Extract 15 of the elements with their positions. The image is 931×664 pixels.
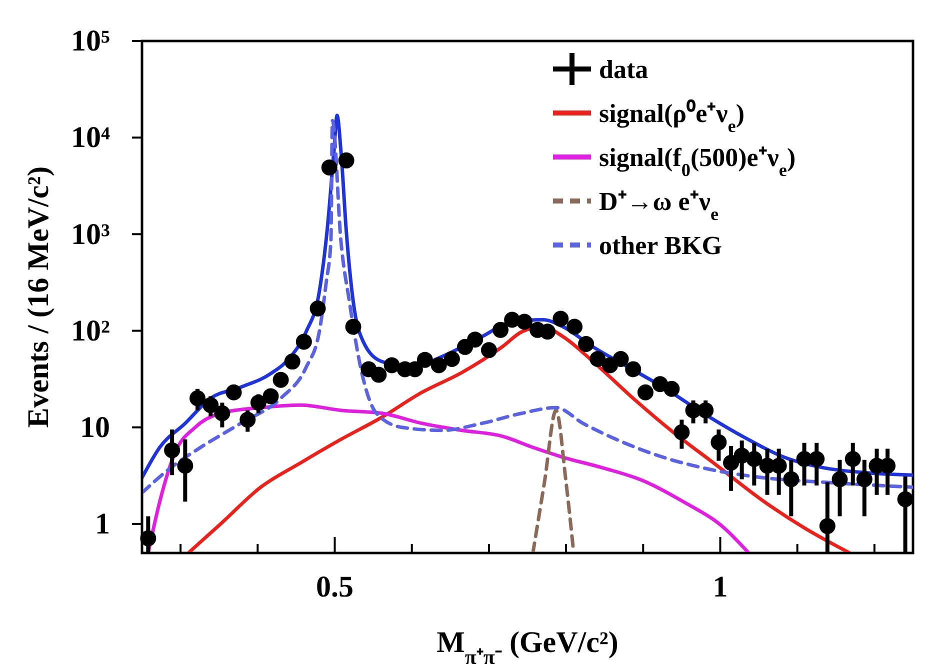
- y-tick-label: 10²: [71, 314, 110, 348]
- y-tick-label: 10: [80, 410, 110, 444]
- y-tick-label: 10⁵: [71, 24, 110, 58]
- legend-label: other BKG: [599, 231, 722, 260]
- legend-label: signal(f$_{0}$(500)e⁺ν$_{e}$): [599, 143, 796, 180]
- y-axis-title: Events / (16 MeV/c²): [22, 166, 55, 428]
- y-tick-label: 1: [95, 508, 110, 541]
- legend-label: signal(ρ⁰e⁺ν$_{e}$): [599, 99, 745, 136]
- legend-label: D⁺→ω e⁺ν$_{e}$: [599, 187, 719, 224]
- x-axis-title: M$_{π⁺π⁻}$ (GeV/c²): [436, 626, 618, 664]
- line-series: [531, 408, 575, 553]
- y-tick-label: 10³: [71, 218, 110, 251]
- legend-label: data: [599, 55, 648, 84]
- x-tick-label: 0.5: [316, 570, 354, 604]
- y-tick-label: 10⁴: [71, 121, 110, 154]
